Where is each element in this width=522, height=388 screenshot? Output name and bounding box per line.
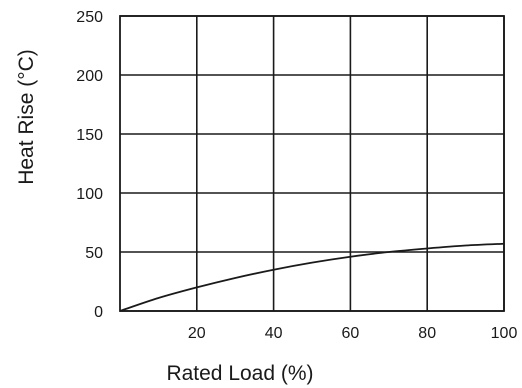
plot-frame	[119, 15, 505, 312]
x-tick-label-0: 20	[188, 325, 206, 342]
y-tick-label-3: 150	[76, 127, 103, 144]
y-axis-ticks: 0 50 100 150 200 250	[76, 9, 103, 321]
y-tick-label-1: 50	[85, 245, 103, 262]
y-axis-label: Heat Rise (°C)	[15, 49, 38, 185]
x-axis-label: Rated Load (%)	[166, 362, 313, 385]
grid-lines	[120, 15, 505, 312]
y-tick-label-4: 200	[76, 68, 103, 85]
x-tick-label-2: 60	[342, 325, 360, 342]
series-line-heat-rise	[119, 242, 505, 312]
x-tick-label-1: 40	[265, 325, 283, 342]
x-axis-ticks: 20 40 60 80 100	[188, 325, 518, 342]
y-tick-label-5: 250	[76, 9, 103, 26]
x-tick-label-3: 80	[418, 325, 436, 342]
y-tick-label-2: 100	[76, 186, 103, 203]
x-tick-label-4: 100	[491, 325, 518, 342]
y-tick-label-0: 0	[94, 304, 103, 321]
